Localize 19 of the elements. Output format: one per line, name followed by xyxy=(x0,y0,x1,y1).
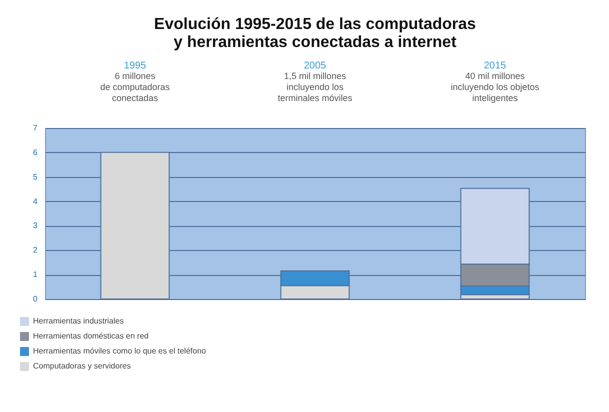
y-tick-label: 6 xyxy=(33,148,38,157)
text: 6 millones de computadoras conectadas xyxy=(100,71,170,103)
y-tick-label: 7 xyxy=(33,124,38,132)
y-tick-label: 3 xyxy=(33,221,38,230)
y-tick-label: 5 xyxy=(33,172,38,182)
legend-label: Computadoras y servidores xyxy=(33,362,131,370)
y-tick-label: 2 xyxy=(33,246,38,255)
y-tick-label: 0 xyxy=(33,294,38,304)
y-tick-label: 4 xyxy=(33,196,38,206)
chart-title: Evolución 1995-2015 de las computadoras y herramientas conectadas a internet xyxy=(154,16,476,51)
y-tick-label: 1 xyxy=(33,270,38,280)
x-tick-label: 2015 xyxy=(484,60,507,72)
x-tick-label: 1995 xyxy=(124,60,147,72)
legend-label: Herramientas industriales xyxy=(33,316,124,326)
text: 1,5 mil millones incluyendo los terminales móviles xyxy=(278,71,353,103)
x-tick-label: 2005 xyxy=(304,60,327,72)
legend-label: Herramientas móviles como lo que es el teléfono xyxy=(33,346,207,356)
legend-label: Herramientas domésticas en red xyxy=(33,332,149,340)
text: 40 mil millones incluyendo los objetos inteligentes xyxy=(450,71,540,103)
